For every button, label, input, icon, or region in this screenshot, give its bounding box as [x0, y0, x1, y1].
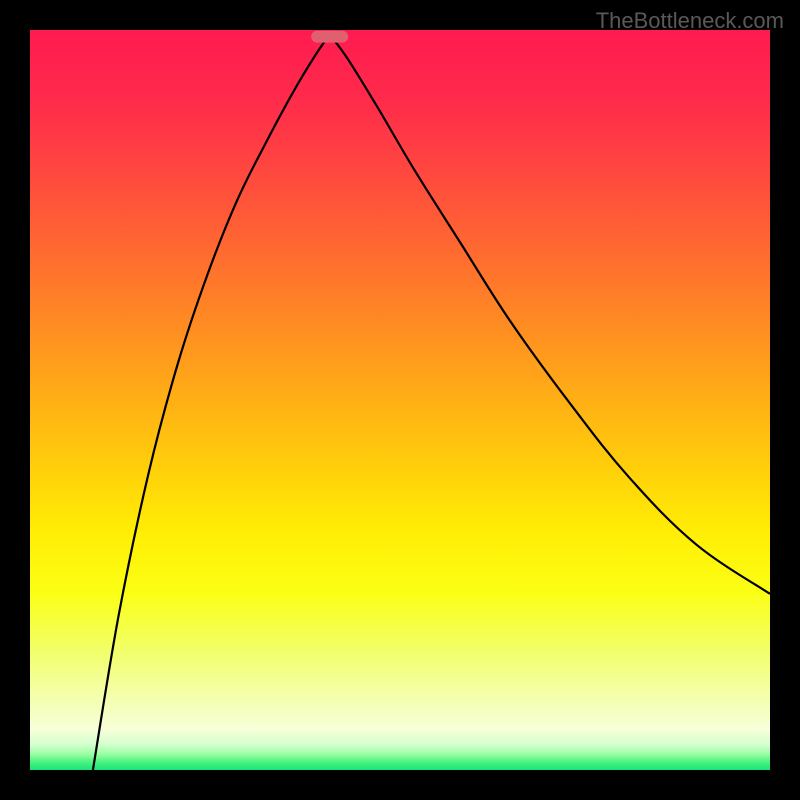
- bottleneck-curve-right: [330, 34, 770, 593]
- optimal-marker: [311, 31, 348, 43]
- bottleneck-curve-left: [93, 34, 330, 770]
- watermark-text: TheBottleneck.com: [596, 8, 784, 34]
- curve-layer: [30, 30, 770, 770]
- plot-area: [30, 30, 770, 770]
